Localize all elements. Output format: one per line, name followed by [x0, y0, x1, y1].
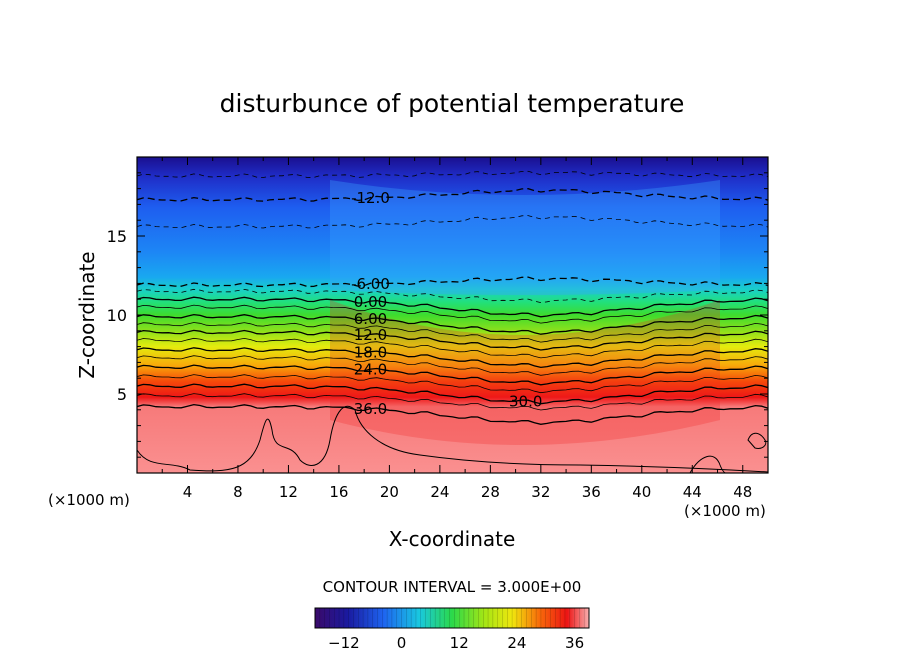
- contour-label: 24.0: [354, 361, 387, 379]
- x-unit-right: (×1000 m): [684, 502, 766, 520]
- contour-label: -12.0: [351, 189, 390, 207]
- contour-line-minor: [137, 322, 768, 343]
- x-tick-label: 36: [582, 483, 601, 501]
- contour-label: 30.0: [509, 393, 542, 411]
- contour-line-minor: [137, 170, 768, 179]
- contour-line: [137, 403, 768, 425]
- contour-line: [137, 296, 768, 318]
- y-axis: 5 10 15: [107, 172, 768, 458]
- contour-line-minor: [137, 355, 768, 376]
- x-tick-label: 24: [430, 483, 449, 501]
- x-tick-label: 48: [733, 483, 752, 501]
- contour-label: 0.00: [354, 293, 387, 311]
- x-tick-label: 40: [632, 483, 651, 501]
- contour-line: [137, 364, 768, 386]
- chart-title: disturbunce of potential temperature: [220, 89, 685, 118]
- trough-shading: [330, 300, 720, 445]
- x-tick-label: 8: [233, 483, 243, 501]
- contour-line: [137, 329, 768, 351]
- colorbar-tick-label: 24: [507, 634, 526, 652]
- contour-lines: [137, 170, 768, 425]
- y-axis-label: Z-coordinate: [75, 251, 99, 378]
- colorbar-tick-label: 0: [397, 634, 407, 652]
- contour-small-bump: [689, 455, 727, 473]
- colorbar: [314, 607, 590, 629]
- plot-field: [137, 157, 768, 473]
- contour-line: [137, 188, 768, 202]
- colorbar-tick-label: 36: [565, 634, 584, 652]
- contour-line: [137, 347, 768, 369]
- x-tick-label: 44: [683, 483, 702, 501]
- upper-shading: [330, 180, 720, 295]
- colorbar-tick-label: 12: [450, 634, 469, 652]
- contour-label: 18.0: [354, 343, 387, 361]
- x-tick-label: 28: [481, 483, 500, 501]
- contour-label: -6.00: [351, 275, 390, 293]
- contour-interval-text: CONTOUR INTERVAL = 3.000E+00: [323, 578, 582, 596]
- x-axis-label: X-coordinate: [389, 527, 516, 551]
- x-tick-label: 4: [183, 483, 193, 501]
- contour-surface-36: [137, 405, 768, 473]
- contour-line: [137, 276, 768, 288]
- y-tick-label: 15: [107, 227, 127, 246]
- contour-label: 36.0: [354, 400, 387, 418]
- y-tick-label: 10: [107, 306, 127, 325]
- x-tick-label: 12: [279, 483, 298, 501]
- contour-line-minor: [137, 374, 768, 394]
- contour-line: [137, 313, 768, 335]
- contour-label: 6.00: [354, 310, 387, 328]
- contour-line-minor: [137, 337, 768, 359]
- colorbar-tick-label: −12: [328, 634, 360, 652]
- x-unit-left: (×1000 m): [48, 491, 130, 509]
- contour-line: [137, 383, 768, 405]
- y-tick-label: 5: [117, 385, 127, 404]
- x-tick-label: 20: [380, 483, 399, 501]
- x-axis: 4 8 12 16 20 24 28 32 36 40 44 48: [161, 157, 752, 501]
- x-tick-label: 32: [531, 483, 550, 501]
- contour-line-minor: [137, 288, 768, 304]
- contour-line-minor: [137, 393, 768, 411]
- contour-line-minor: [137, 304, 768, 324]
- contour-label: 12.0: [354, 326, 387, 344]
- colorbar-ticks: −12 0 12 24 36: [328, 634, 584, 652]
- colorbar-steps: [314, 608, 590, 628]
- contour-closed-cell: [747, 432, 767, 449]
- x-tick-label: 16: [329, 483, 348, 501]
- contour-line-minor: [137, 215, 768, 229]
